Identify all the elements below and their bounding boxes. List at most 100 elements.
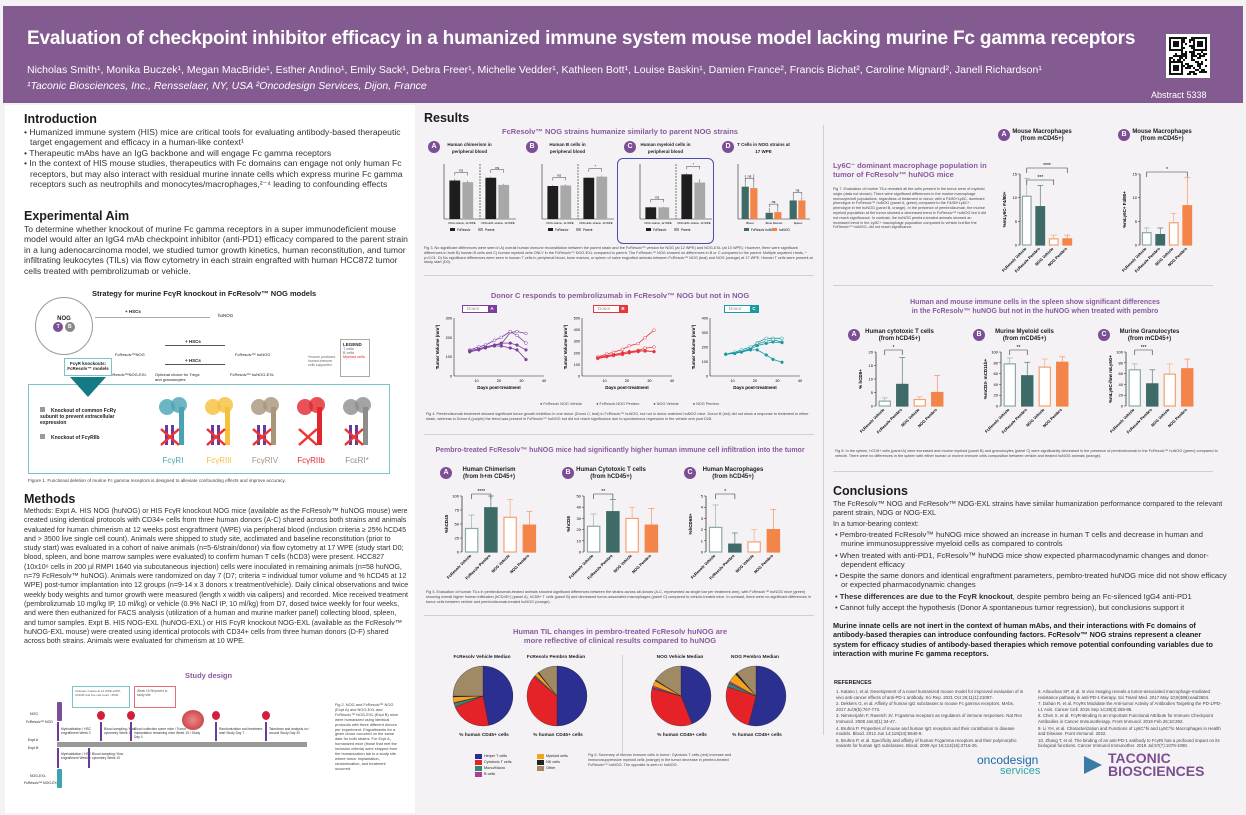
chart-title-line: Mouse Macrophages: [1012, 129, 1072, 135]
qr-module: [1175, 69, 1177, 71]
panel-letter-C: C: [624, 141, 636, 153]
up-arrow-icon: [57, 748, 59, 768]
b-cell-icon: B: [64, 322, 75, 332]
significance-label: ns: [655, 195, 659, 199]
qr-module: [1169, 37, 1171, 39]
y-tick-label: 400: [574, 328, 580, 332]
qr-module: [1187, 65, 1189, 67]
qr-module: [1169, 61, 1171, 63]
qr-module: [1183, 59, 1185, 61]
qr-module: [1175, 55, 1177, 57]
legend-item: ● FcResolv NOG Pembro: [596, 402, 640, 406]
figure3-caption: Fig 3. No significant differences were s…: [424, 246, 813, 265]
pie-slice: [482, 665, 514, 726]
panel-letter-A: A: [848, 329, 860, 341]
data-point: [499, 335, 503, 339]
panel-letter-B: B: [562, 467, 574, 479]
qr-module: [1203, 71, 1205, 73]
data-point: [611, 350, 616, 354]
bar: [741, 186, 749, 219]
qr-module: [1193, 45, 1195, 47]
qr-module: [1199, 53, 1201, 55]
qr-module: [1191, 57, 1193, 59]
legend-swatch: [478, 228, 483, 231]
reference-item: 8. Chen X, et al. FcγR-Binding Is an Imp…: [1038, 713, 1213, 724]
qr-module: [1191, 71, 1193, 73]
y-tick-label: 60: [994, 371, 999, 376]
legend-myeloid: Myeloid cells: [343, 355, 365, 359]
receptor-stem: [225, 407, 230, 445]
x-tick-label: NOG-EXL strains, 10 WPE: [677, 221, 710, 225]
legend-swatch: [548, 228, 553, 231]
qr-module: [1183, 55, 1185, 57]
qr-module: [1169, 41, 1171, 43]
pie-title: FcResolv Pembro Median: [526, 655, 586, 660]
divider: [833, 471, 1213, 472]
sec4-title: Human TIL changes in pembro-treated FcRe…: [420, 627, 820, 645]
bar: [1038, 366, 1051, 407]
data-point: [524, 331, 528, 336]
y-tick-label: 5: [1135, 219, 1138, 224]
y-tick-label: 0: [450, 375, 452, 379]
qr-module: [1191, 37, 1193, 39]
legend-label: Mono/Macro: [484, 766, 506, 770]
donor-label: Donor: [729, 306, 742, 311]
chart-title: Human Chimerism (from h+m CD45+): [454, 467, 524, 481]
chart-title: Human B cells in peripheral blood: [549, 142, 586, 154]
conclusion-bullet: Despite the same donors and identical en…: [833, 571, 1228, 589]
data-point: [636, 341, 640, 346]
qr-module: [1181, 57, 1183, 59]
qr-module: [1181, 37, 1183, 39]
x-tick-label: 20: [497, 379, 501, 383]
reference-item: 6. Arlauckas SP, et al. In vivo imaging …: [1038, 689, 1210, 700]
significance-label: **: [601, 489, 605, 495]
legend-item: ● NOG Vehicle: [653, 402, 679, 406]
qr-code-icon[interactable]: [1166, 34, 1210, 78]
chart-title: Murine Myeloid cells (from mCD45+): [987, 329, 1062, 343]
qr-module: [1189, 39, 1191, 41]
sec1-title: FcResolv™ NOG strains humanize similarly…: [502, 127, 738, 136]
significance-bracket: [884, 349, 903, 355]
legend-item: Cytotoxic T cells: [475, 759, 533, 765]
qr-module: [1179, 59, 1181, 61]
data-point: [724, 352, 728, 356]
data-point: [620, 352, 625, 356]
qr-module: [1189, 67, 1191, 69]
qr-module: [1185, 67, 1187, 69]
y-tick-label: 100: [446, 355, 452, 359]
legend-label: FcResolv huNOG: [751, 228, 776, 232]
qr-module: [1191, 39, 1193, 41]
qr-module: [1201, 69, 1203, 71]
qr-module: [1197, 45, 1199, 47]
qr-module: [1175, 61, 1177, 63]
significance-bracket: [588, 168, 603, 172]
knockout-x-icon: [252, 428, 272, 446]
qr-module: [1199, 41, 1201, 43]
qr-module: [1199, 43, 1201, 45]
arrow-line: [165, 364, 225, 365]
bar: [708, 526, 723, 553]
qr-module: [1181, 45, 1183, 47]
bar: [896, 383, 909, 407]
sec4-title-line1: Human TIL changes in pembro-treated FcRe…: [512, 627, 728, 636]
qr-module: [1177, 65, 1179, 67]
y-axis-label: %hCD45: [444, 514, 449, 533]
pie-slice: [452, 665, 484, 697]
panel-letter-A: A: [440, 467, 452, 479]
x-tick-label: NOG Pembro: [753, 553, 775, 575]
donor-label: Donor: [598, 306, 611, 311]
data-point: [524, 348, 528, 352]
data-point: [515, 343, 519, 347]
divider: [622, 655, 623, 755]
reference-item: 10. Zhang T, et al. The binding of an an…: [1038, 737, 1220, 749]
x-tick-label: 10: [474, 379, 478, 383]
chart-subtitle: (from mCD45+): [1020, 136, 1064, 142]
reference-item: 1. Katano I, et al. Development of a nov…: [836, 689, 1024, 700]
qr-module: [1175, 73, 1177, 75]
qr-module: [1169, 67, 1171, 69]
qr-module: [1177, 73, 1179, 75]
poster-header: Evaluation of checkpoint inhibitor effic…: [3, 6, 1243, 103]
qr-module: [1183, 65, 1185, 67]
data-point: [652, 349, 656, 354]
